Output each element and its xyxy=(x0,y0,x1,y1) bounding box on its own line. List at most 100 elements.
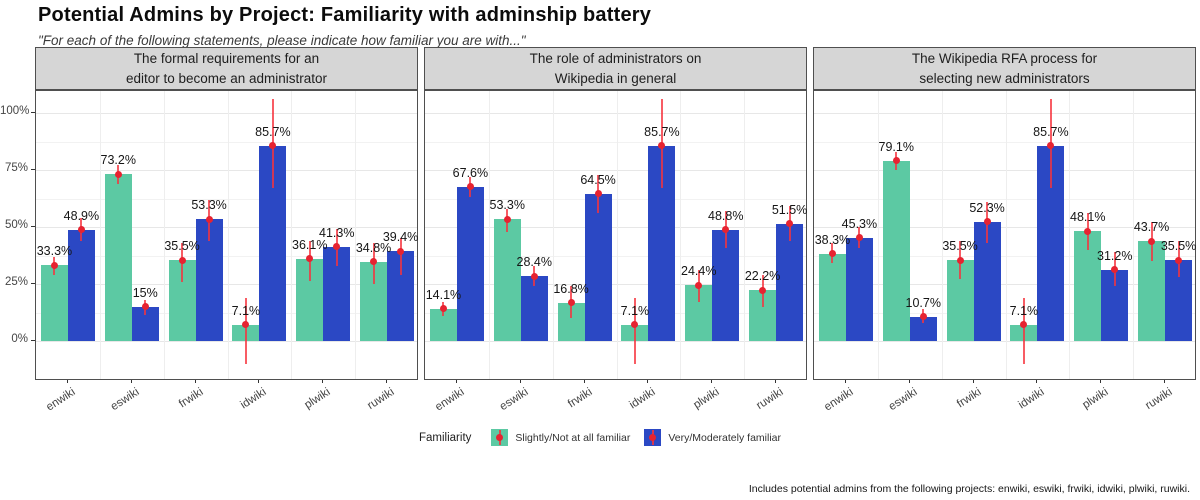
point-estimate xyxy=(269,142,277,150)
x-axis-tick xyxy=(322,380,324,383)
gridline-vertical xyxy=(744,91,746,379)
value-label: 7.1% xyxy=(1009,303,1039,318)
x-axis-tick xyxy=(972,380,974,383)
y-axis-tick xyxy=(31,112,35,113)
bar-slightly-familiar xyxy=(40,265,68,341)
point-estimate xyxy=(77,226,85,233)
gridline-major xyxy=(814,284,1195,285)
x-axis-label: eswiki xyxy=(886,386,920,414)
x-axis-tick xyxy=(1100,380,1102,383)
gridline-vertical xyxy=(877,91,879,379)
x-axis-label: ruwiki xyxy=(754,386,786,413)
value-label: 64.5% xyxy=(580,172,616,187)
error-bar xyxy=(399,238,402,275)
x-axis-tick xyxy=(908,380,910,383)
gridline-minor xyxy=(36,312,417,314)
point-estimate xyxy=(1084,227,1092,235)
value-label: 39.4% xyxy=(382,230,419,245)
y-axis-tick xyxy=(31,226,35,227)
x-axis-tick xyxy=(130,380,132,383)
y-axis-label: 25% xyxy=(4,276,28,288)
value-label: 85.7% xyxy=(1033,124,1069,139)
x-axis-tick xyxy=(258,380,260,383)
point-estimate xyxy=(594,190,602,198)
x-axis-tick xyxy=(386,380,388,383)
x-axis-tick xyxy=(519,380,521,383)
gridline-vertical xyxy=(355,91,357,379)
gridline-major xyxy=(425,284,806,285)
point-icon xyxy=(649,434,657,441)
value-label: 41.3% xyxy=(319,225,355,240)
x-axis-label: enwiki xyxy=(822,386,856,414)
chart-caption: Includes potential admins from the follo… xyxy=(748,483,1190,495)
point-estimate xyxy=(695,281,703,289)
gridline-vertical xyxy=(227,91,229,379)
bar-slightly-familiar xyxy=(882,160,910,341)
x-axis-label: enwiki xyxy=(44,386,78,414)
value-label: 16.8% xyxy=(553,281,589,296)
gridline-vertical xyxy=(99,91,101,379)
bar-slightly-familiar xyxy=(104,174,132,341)
point-estimate xyxy=(892,157,900,165)
gridline-minor xyxy=(425,255,806,257)
x-axis-label: ruwiki xyxy=(365,386,397,413)
legend: Familiarity Slightly/Not at all familiar… xyxy=(0,429,1200,446)
point-estimate xyxy=(1020,321,1028,329)
point-estimate xyxy=(466,183,474,191)
point-estimate xyxy=(759,286,767,294)
bar-very-familiar xyxy=(845,237,873,341)
point-estimate xyxy=(567,299,575,307)
gridline-major xyxy=(36,170,417,171)
x-axis-label: ruwiki xyxy=(1143,386,1175,413)
x-axis-tick xyxy=(647,380,649,383)
legend-entries: Slightly/Not at all familiar Very/Moderat… xyxy=(477,429,781,446)
bar-very-familiar xyxy=(456,186,484,341)
error-bar xyxy=(633,297,636,364)
point-estimate xyxy=(50,261,58,269)
value-label: 24.4% xyxy=(681,264,717,279)
point-estimate xyxy=(1175,256,1183,264)
gridline-vertical xyxy=(1005,91,1007,379)
y-axis-label: 0% xyxy=(11,333,28,345)
point-estimate xyxy=(114,170,122,178)
x-axis-label: plwiki xyxy=(1080,386,1111,412)
value-label: 85.7% xyxy=(644,124,680,139)
gridline-minor xyxy=(36,198,417,200)
gridline-minor xyxy=(814,141,1195,143)
plot-area: 38.3% 45.3% 79.1% 10.7% 35.5% 52.3% 7.1% 85.7% 4… xyxy=(813,90,1196,380)
x-axis-label: idwiki xyxy=(1016,386,1047,412)
value-label: 34.8% xyxy=(355,240,392,255)
error-bar xyxy=(244,297,247,364)
plot-area: 14.1% 67.6% 53.3% 28.4% 16.8% 64.5% 7.1% 85.7% 2… xyxy=(424,90,807,380)
value-label: 33.3% xyxy=(36,244,73,259)
point-estimate xyxy=(178,256,186,264)
x-axis-label: plwiki xyxy=(691,386,722,412)
legend-title: Familiarity xyxy=(419,431,472,444)
gridline-major xyxy=(36,341,417,342)
point-estimate xyxy=(205,215,213,223)
point-estimate xyxy=(631,321,639,329)
x-axis-label: idwiki xyxy=(238,386,269,412)
point-estimate xyxy=(919,313,927,321)
bar-very-familiar xyxy=(584,193,612,341)
gridline-vertical xyxy=(1133,91,1135,379)
point-estimate xyxy=(530,272,538,280)
x-axis-tick xyxy=(455,380,457,383)
gridline-major xyxy=(425,113,806,114)
point-estimate xyxy=(828,250,836,258)
value-label: 7.1% xyxy=(620,303,650,318)
value-label: 73.2% xyxy=(100,153,136,168)
gridline-major xyxy=(425,341,806,342)
y-axis-tick xyxy=(31,169,35,170)
value-label: 53.3% xyxy=(489,198,525,213)
point-estimate xyxy=(1148,237,1156,245)
gridline-vertical xyxy=(163,91,165,379)
point-estimate xyxy=(1047,142,1055,150)
value-label: 10.7% xyxy=(905,295,941,310)
gridline-major xyxy=(425,227,806,228)
gridline-major xyxy=(814,227,1195,228)
value-label: 53.3% xyxy=(191,198,227,213)
point-estimate xyxy=(855,234,863,242)
y-axis-label: 75% xyxy=(4,162,28,174)
point-icon xyxy=(496,434,504,441)
